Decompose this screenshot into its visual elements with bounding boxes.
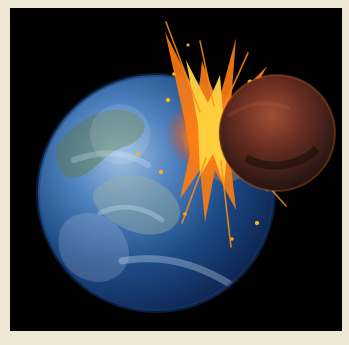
- planet-collision-illustration: [10, 8, 342, 331]
- impactor-planet: [218, 74, 336, 192]
- collision-image-frame: [10, 8, 342, 331]
